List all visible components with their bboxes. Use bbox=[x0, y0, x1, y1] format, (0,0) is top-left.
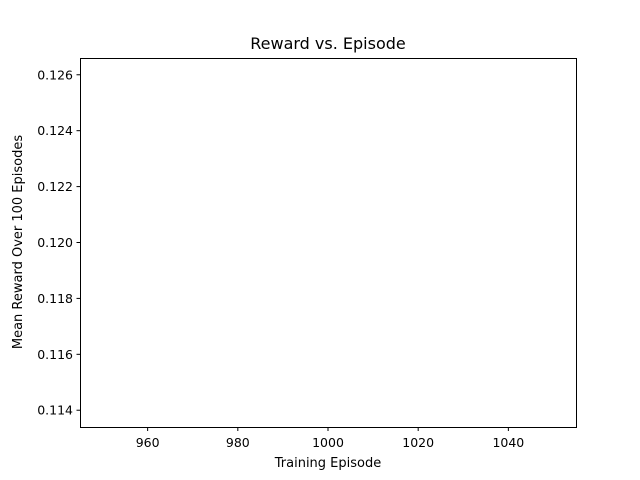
y-tick-label: 0.126 bbox=[37, 67, 73, 82]
y-axis-ticks: 0.114 0.116 0.118 0.120 0.122 0.124 0.126 bbox=[37, 67, 81, 418]
y-tick-label: 0.122 bbox=[37, 179, 73, 194]
y-tick-label: 0.124 bbox=[37, 123, 73, 138]
y-tick-label: 0.116 bbox=[37, 347, 73, 362]
x-tick-label: 1040 bbox=[492, 435, 524, 450]
x-tick-label: 960 bbox=[136, 435, 160, 450]
x-tick-label: 980 bbox=[226, 435, 250, 450]
y-tick-label: 0.120 bbox=[37, 235, 73, 250]
chart-title: Reward vs. Episode bbox=[250, 34, 405, 53]
y-tick-label: 0.118 bbox=[37, 291, 73, 306]
x-tick-label: 1000 bbox=[312, 435, 344, 450]
x-axis-ticks: 960 980 1000 1020 1040 bbox=[136, 427, 524, 450]
x-tick-label: 1020 bbox=[402, 435, 434, 450]
y-tick-label: 0.114 bbox=[37, 403, 73, 418]
x-axis-label: Training Episode bbox=[274, 456, 381, 471]
y-axis-label: Mean Reward Over 100 Episodes bbox=[11, 135, 26, 349]
plot-frame bbox=[80, 58, 577, 428]
plot-area bbox=[80, 58, 576, 427]
